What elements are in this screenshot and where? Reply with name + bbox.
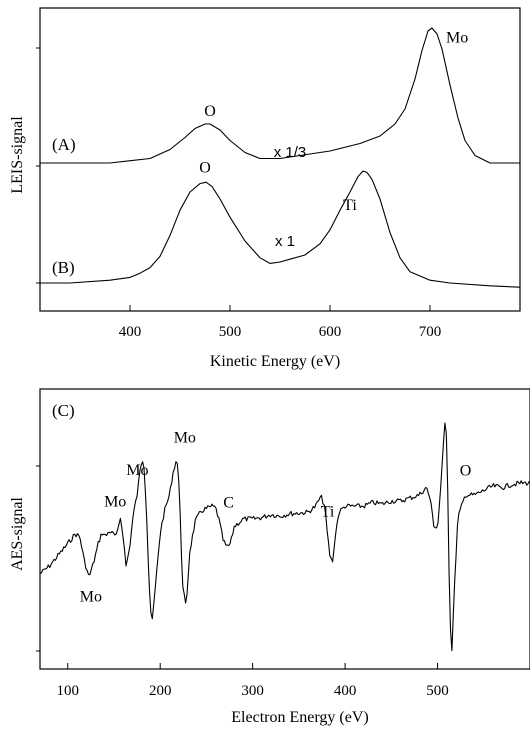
leis-y-axis-label: LEIS-signal [9,116,26,194]
aes-peak-label-mo-1: Mo [104,493,126,510]
aes-plot-frame [39,388,530,670]
aes-panel-label: (C) [52,401,75,420]
aes-peak-label-o-6: O [460,463,472,480]
leis-series-a-name: (A) [52,135,76,154]
aes-curves [40,422,530,652]
leis-x-axis-label: Kinetic Energy (eV) [210,353,340,370]
aes-peak-label-mo-0: Mo [80,589,102,606]
leis-series-b-name: (B) [52,258,75,277]
leis-series-b-line [40,170,521,288]
aes-ticks [36,465,439,669]
aes-x-tick-label-500: 500 [426,683,449,699]
leis-curves [40,27,521,288]
leis-x-tick-label-700: 700 [419,324,442,340]
leis-series-b-scale-label: x 1 [275,233,295,250]
leis-series-a-line [40,27,520,164]
leis-peak-label-o-1: O [199,159,211,176]
leis-plot-frame [39,7,521,312]
aes-spectrum-line [40,422,530,652]
leis-peak-label-mo-0: Mo [446,29,468,46]
leis-series-a-scale-label: x 1/3 [274,144,307,161]
leis-ticks [36,47,431,311]
aes-x-tick-label-200: 200 [149,683,172,699]
aes-x-tick-label-400: 400 [334,683,357,699]
aes-x-tick-label-300: 300 [241,683,264,699]
leis-x-tick-label-400: 400 [119,324,142,340]
leis-labels: 400 500 600 700 (A) x 1/3 O Mo (B) x 1 O Ti [52,29,468,340]
leis-peak-label-o-0: O [204,103,216,120]
leis-panel: 400 500 600 700 (A) x 1/3 O Mo (B) x 1 O Ti Kinetic… [9,7,521,370]
leis-peak-label-ti-1: Ti [343,197,357,214]
aes-y-axis-label: AES-signal [9,497,26,571]
aes-peak-label-mo-2: Mo [126,462,148,479]
leis-x-tick-label-600: 600 [319,324,342,340]
aes-peak-label-ti-5: Ti [321,503,335,520]
aes-x-axis-label: Electron Energy (eV) [231,709,368,726]
aes-peak-label-mo-3: Mo [174,430,196,447]
aes-x-tick-label-100: 100 [56,683,79,699]
leis-x-tick-label-500: 500 [219,324,242,340]
aes-peak-label-c-4: C [223,495,234,512]
